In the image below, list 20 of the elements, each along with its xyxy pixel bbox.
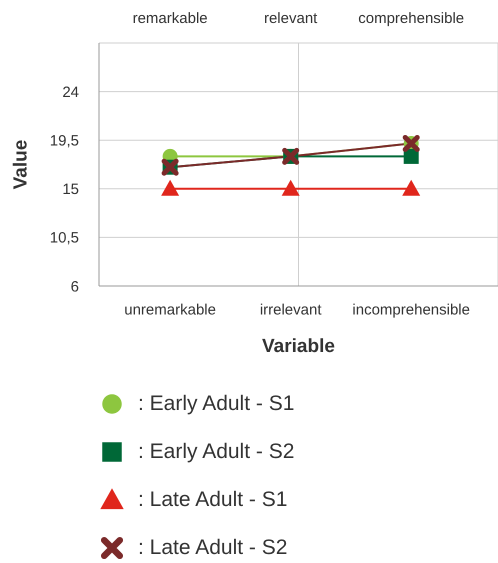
legend-label: : Early Adult - S2 bbox=[138, 440, 294, 464]
y-axis-title: Value bbox=[10, 140, 32, 190]
point bbox=[402, 180, 420, 196]
legend-label: : Late Adult - S1 bbox=[138, 488, 288, 512]
y-tick-label: 15 bbox=[62, 181, 79, 198]
text: relevant bbox=[264, 10, 318, 27]
point bbox=[282, 180, 300, 196]
x-tick-label: unremarkable bbox=[124, 302, 216, 319]
legend-label: : Late Adult - S2 bbox=[138, 536, 288, 560]
y-tick-label: 6 bbox=[70, 278, 79, 296]
y-tick-label: 10,5 bbox=[50, 230, 79, 247]
x-axis-title: Variable bbox=[262, 336, 335, 357]
text: remarkable bbox=[132, 10, 208, 27]
legend-label: : Early Adult - S1 bbox=[138, 392, 294, 416]
point bbox=[161, 180, 180, 196]
text: comprehensible bbox=[358, 10, 464, 27]
y-tick-label: 19,5 bbox=[50, 132, 79, 150]
y-tick-label: 24 bbox=[62, 84, 79, 101]
x-tick-label: incomprehensible bbox=[352, 302, 470, 319]
x-tick-label: irrelevant bbox=[260, 302, 322, 319]
